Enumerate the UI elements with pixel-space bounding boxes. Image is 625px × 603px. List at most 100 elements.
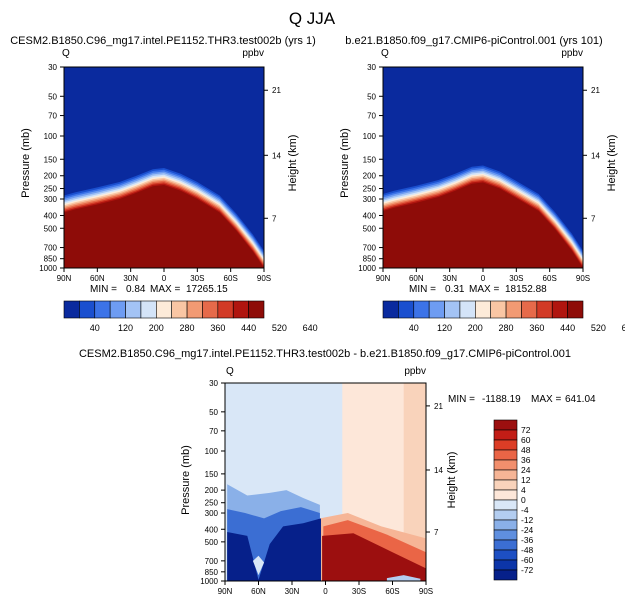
field-region-negative-core xyxy=(227,518,321,581)
field-region-positive-core xyxy=(322,533,426,581)
colorbar-label: 36 xyxy=(521,455,531,465)
y-tick-label: 500 xyxy=(44,224,58,233)
y-tick-label: 850 xyxy=(205,568,219,577)
colorbar-swatch xyxy=(493,459,518,471)
colorbar-swatch xyxy=(493,509,518,521)
y-right-tick-label: 7 xyxy=(272,214,277,223)
y-tick-label: 850 xyxy=(44,255,58,264)
colorbar-label: 4 xyxy=(521,485,526,495)
x-tick-label: 60S xyxy=(385,587,399,596)
y-tick-label: 400 xyxy=(363,211,377,220)
y-axis-right: 21 14 7 xyxy=(583,86,600,223)
y-tick-label: 400 xyxy=(205,525,219,534)
colorbar-label: 120 xyxy=(118,323,133,333)
max-label: MAX = xyxy=(150,284,180,295)
colorbar-swatch xyxy=(493,549,518,561)
y-tick-label: 200 xyxy=(363,172,377,181)
y-tick-label: 100 xyxy=(44,132,58,141)
colorbar-swatch xyxy=(459,300,476,319)
colorbar-label: -48 xyxy=(521,545,534,555)
min-label: MIN = xyxy=(90,284,117,295)
y-right-tick-label: 7 xyxy=(591,214,596,223)
y-axis-label: Pressure (mb) xyxy=(180,445,192,515)
colorbar-label: 640 xyxy=(622,323,625,333)
y-right-tick-label: 21 xyxy=(272,86,281,95)
y-tick-label: 70 xyxy=(209,427,218,436)
y-tick-label: 400 xyxy=(44,211,58,220)
colorbar-swatch xyxy=(202,300,219,319)
colorbar-swatch xyxy=(398,300,415,319)
panel-title: CESM2.B1850.C96_mg17.intel.PE1152.THR3.t… xyxy=(10,35,316,47)
x-tick-label: 0 xyxy=(162,274,167,283)
colorbar-swatch xyxy=(413,300,430,319)
colorbar-label: 120 xyxy=(437,323,452,333)
colorbar-label: -60 xyxy=(521,555,534,565)
colorbar: 40 120 200 280 360 440 520 640 xyxy=(382,300,625,333)
x-tick-label: 60N xyxy=(251,587,266,596)
colorbar-swatch xyxy=(444,300,461,319)
field-region-positive-upper xyxy=(403,383,426,581)
colorbar-label: 48 xyxy=(521,445,531,455)
colorbar-swatch xyxy=(94,300,111,319)
colorbar-swatch xyxy=(109,300,126,319)
corner-label-right: ppbv xyxy=(404,366,426,377)
colorbar-swatch xyxy=(171,300,188,319)
x-tick-label: 60S xyxy=(224,274,238,283)
y-axis-label: Pressure (mb) xyxy=(339,128,351,198)
y-axis-right: 21 14 7 xyxy=(264,86,281,223)
colorbar-swatch xyxy=(217,300,234,319)
y-tick-label: 700 xyxy=(205,557,219,566)
colorbar-label: -4 xyxy=(521,505,529,515)
min-value: 0.31 xyxy=(445,284,465,295)
colorbar-swatch xyxy=(567,300,584,319)
field-band-12 xyxy=(383,182,583,268)
colorbar-label: 40 xyxy=(409,323,419,333)
y-axis-right-label: Height (km) xyxy=(606,135,618,192)
y-tick-label: 150 xyxy=(44,155,58,164)
y-tick-label: 150 xyxy=(363,155,377,164)
page-title: Q JJA xyxy=(289,9,336,28)
panel-title: CESM2.B1850.C96_mg17.intel.PE1152.THR3.t… xyxy=(79,348,571,360)
colorbar-swatch xyxy=(156,300,172,319)
max-label: MAX = xyxy=(531,394,561,405)
y-tick-label: 1000 xyxy=(200,577,218,586)
plot-area xyxy=(63,66,265,269)
y-tick-label: 200 xyxy=(44,172,58,181)
y-tick-label: 100 xyxy=(363,132,377,141)
colorbar-label: 440 xyxy=(560,323,575,333)
colorbar-swatch xyxy=(475,300,491,319)
colorbar-swatch xyxy=(125,300,142,319)
x-axis: 90N 60N 30N 0 30S 60S 90S xyxy=(376,268,590,283)
colorbar-label: -12 xyxy=(521,515,534,525)
x-tick-label: 30S xyxy=(190,274,204,283)
x-tick-label: 30S xyxy=(509,274,523,283)
colorbar-swatch xyxy=(493,469,518,481)
corner-label-left: Q xyxy=(62,48,70,59)
colorbar-label: 24 xyxy=(521,465,531,475)
x-tick-label: 90S xyxy=(419,587,433,596)
colorbar-swatch xyxy=(490,300,507,319)
y-tick-label: 30 xyxy=(209,379,218,388)
colorbar-swatch xyxy=(382,300,399,319)
x-tick-label: 30S xyxy=(352,587,366,596)
y-tick-label: 50 xyxy=(48,92,57,101)
panel-test-run: CESM2.B1850.C96_mg17.intel.PE1152.THR3.t… xyxy=(10,35,317,333)
colorbar-label: 200 xyxy=(149,323,164,333)
y-tick-label: 500 xyxy=(205,538,219,547)
colorbar-label: 280 xyxy=(180,323,195,333)
colorbar-label: 520 xyxy=(591,323,606,333)
panel-difference: CESM2.B1850.C96_mg17.intel.PE1152.THR3.t… xyxy=(79,348,596,596)
y-tick-label: 300 xyxy=(363,195,377,204)
colorbar-swatch xyxy=(493,429,518,441)
colorbar-swatch xyxy=(493,499,518,511)
x-tick-label: 90S xyxy=(257,274,271,283)
colorbar-label: 72 xyxy=(521,425,531,435)
x-tick-label: 90S xyxy=(576,274,590,283)
y-tick-label: 1000 xyxy=(39,264,57,273)
x-tick-label: 90N xyxy=(376,274,391,283)
colorbar-label: 0 xyxy=(521,495,526,505)
x-tick-label: 30N xyxy=(442,274,457,283)
panel-control-run: b.e21.B1850.f09_g17.CMIP6-piControl.001 … xyxy=(339,35,625,333)
y-tick-label: 50 xyxy=(367,92,376,101)
colorbar-swatch xyxy=(493,479,518,491)
